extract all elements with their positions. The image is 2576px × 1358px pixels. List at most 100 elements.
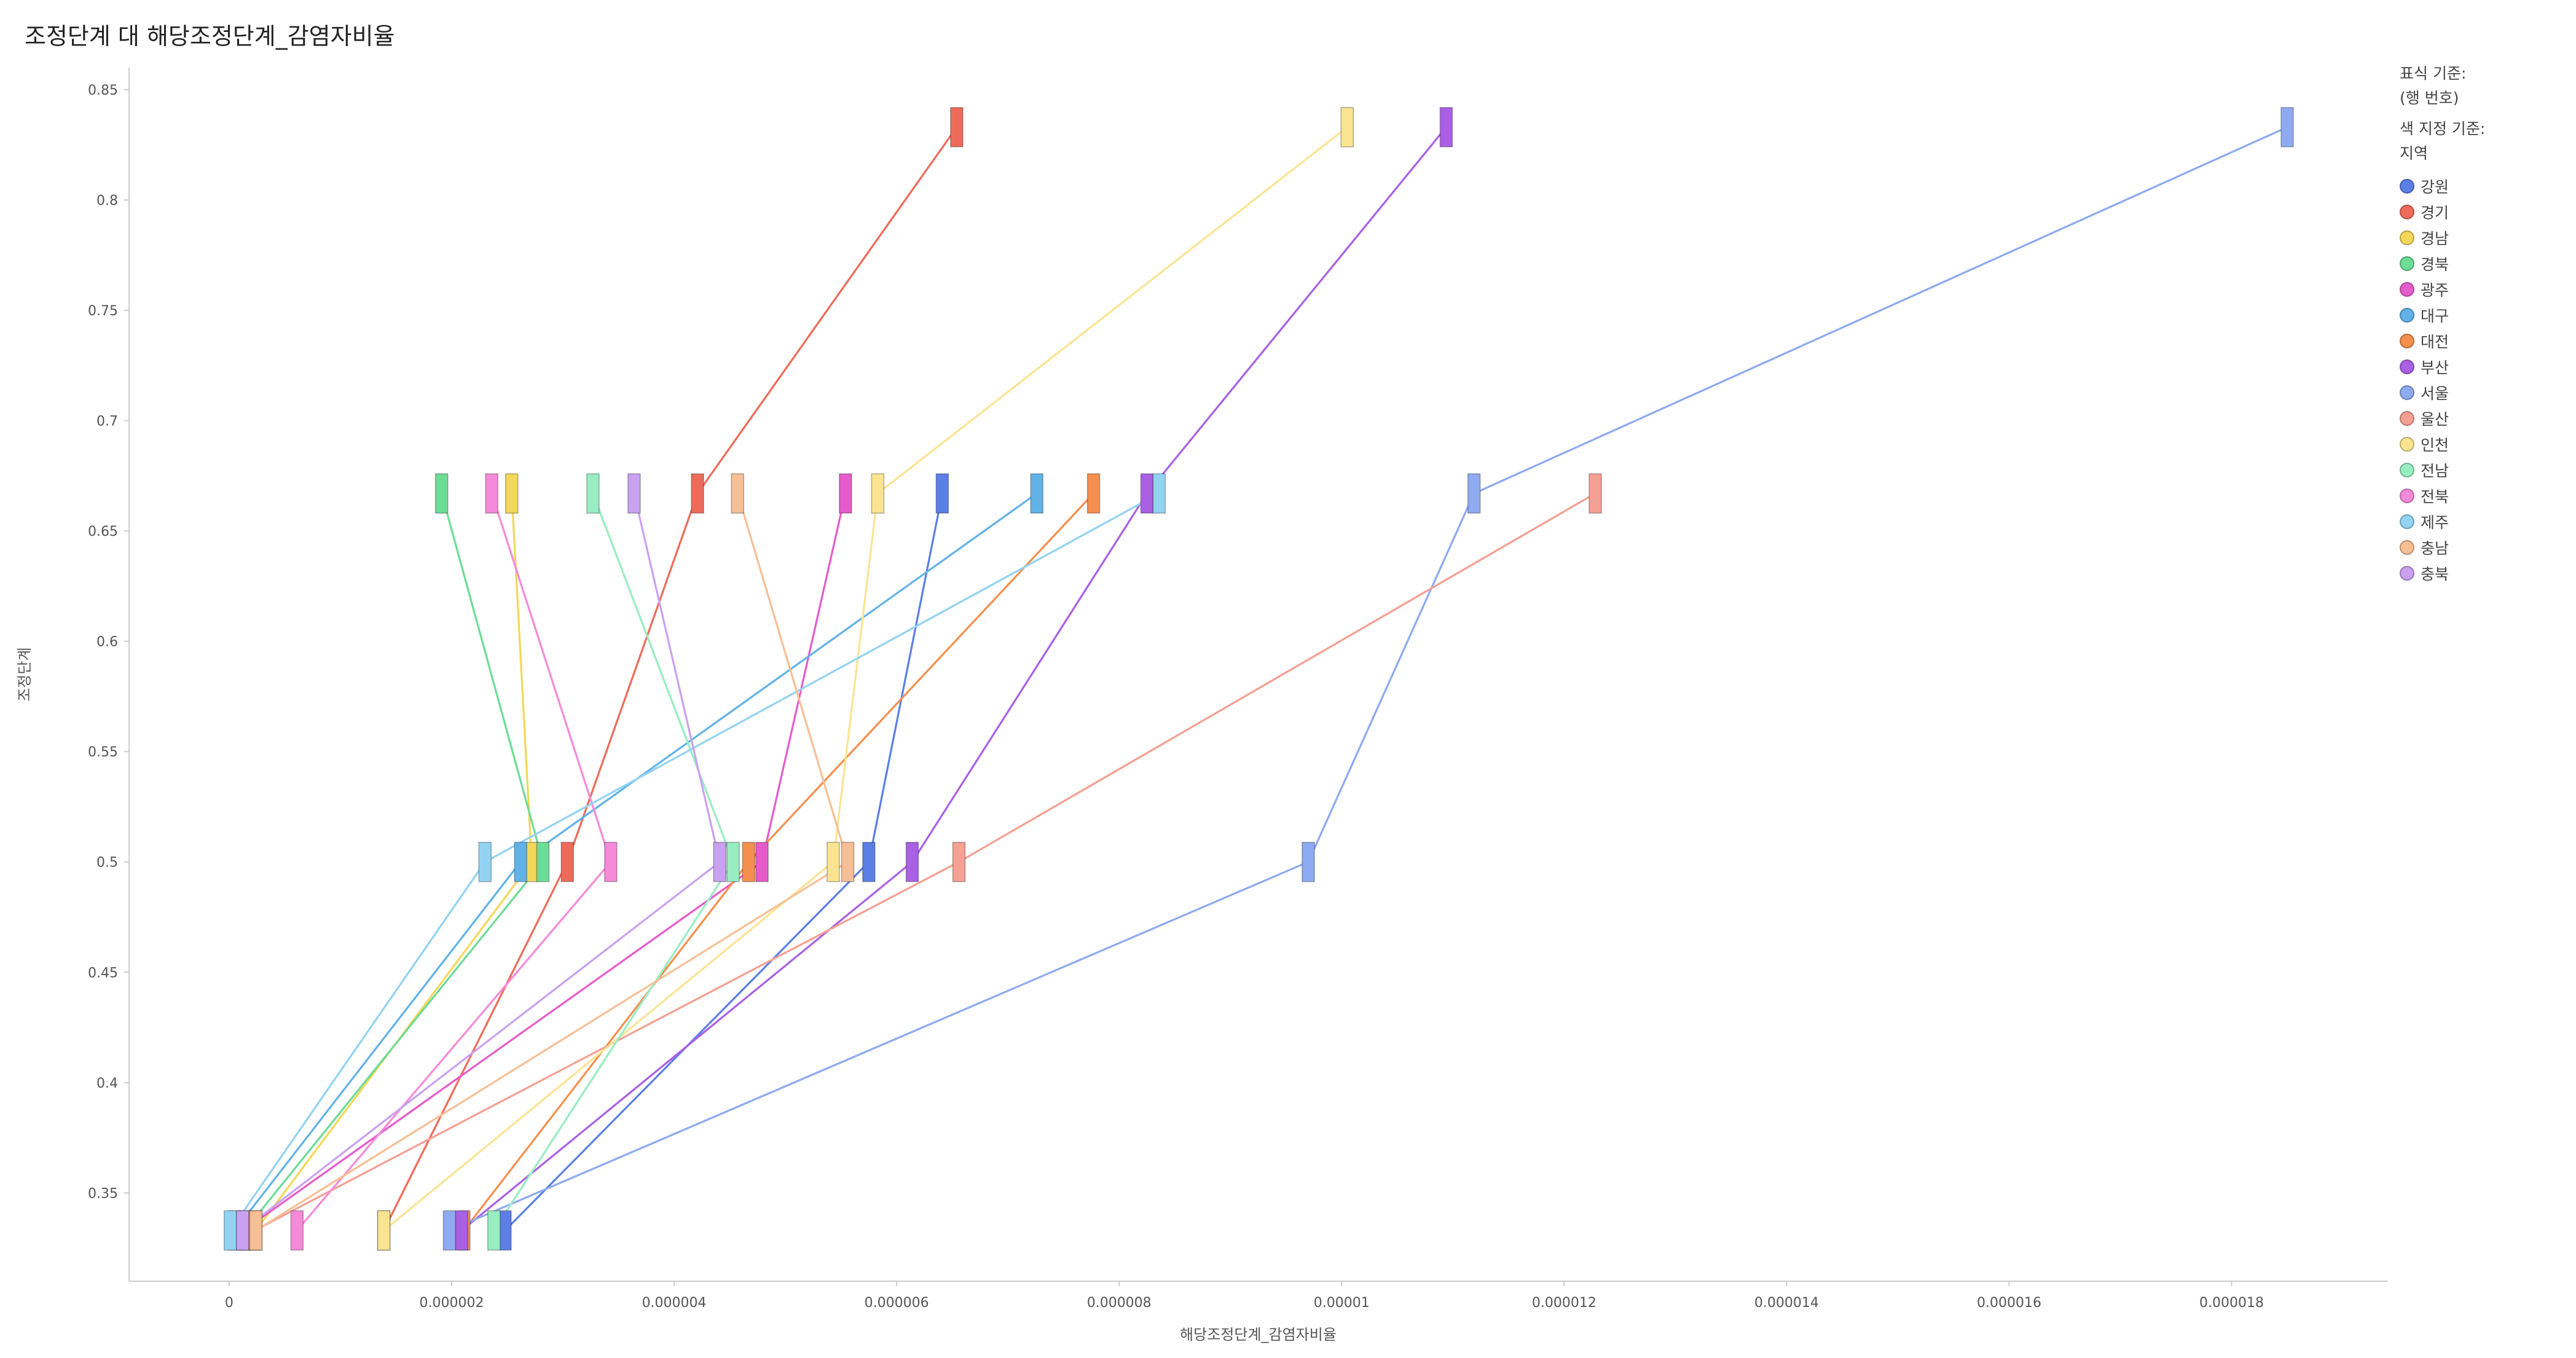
series-lines [229, 126, 2288, 1231]
data-point-제주[interactable] [1152, 473, 1166, 514]
legend-mark-by-value[interactable]: (행 번호) [2400, 89, 2459, 107]
data-point-부산[interactable] [1439, 107, 1453, 147]
data-point-서울[interactable] [1467, 473, 1481, 514]
data-point-대전[interactable] [742, 841, 756, 882]
data-point-강원[interactable] [935, 473, 949, 514]
legend-item-대구[interactable]: 대구 [2400, 302, 2566, 328]
data-point-전남[interactable] [586, 473, 600, 514]
series-line-부산 [461, 126, 1447, 1231]
data-point-인천[interactable] [1340, 107, 1354, 147]
y-tick-label: 0.7 [96, 414, 118, 430]
data-point-제주[interactable] [223, 1210, 237, 1251]
data-point-전남[interactable] [487, 1210, 501, 1251]
data-point-경기[interactable] [560, 841, 575, 882]
series-line-경기 [383, 127, 958, 1231]
data-point-울산[interactable] [1588, 473, 1602, 514]
data-point-충북[interactable] [235, 1210, 249, 1251]
legend-item-인천[interactable]: 인천 [2400, 431, 2566, 457]
legend-item-경북[interactable]: 경북 [2400, 251, 2566, 277]
series-line-경북 [244, 493, 544, 1231]
x-tick-label: 0.000016 [1977, 1295, 2041, 1311]
legend-label: 전북 [2421, 488, 2449, 506]
legend-label: 서울 [2421, 385, 2449, 402]
x-tick-label: 0.000014 [1754, 1295, 1819, 1311]
data-point-인천[interactable] [827, 841, 840, 882]
data-point-전북[interactable] [604, 841, 618, 882]
data-point-광주[interactable] [755, 841, 769, 882]
legend-item-서울[interactable]: 서울 [2400, 380, 2566, 406]
legend-item-경기[interactable]: 경기 [2400, 199, 2566, 225]
data-point-인천[interactable] [377, 1210, 391, 1251]
data-point-전남[interactable] [726, 841, 740, 882]
data-point-충북[interactable] [713, 841, 727, 882]
data-point-대구[interactable] [1030, 473, 1043, 514]
data-point-경기[interactable] [691, 473, 704, 514]
axes: 0 0.000002 0.000004 0.000006 0.000008 0.00001… [88, 68, 2387, 1311]
legend: 표식 기준: (행 번호) 색 지정 기준: 지역 강원 경기 경남 경북 광주 대구 대전… [2400, 61, 2566, 586]
data-point-인천[interactable] [871, 473, 885, 514]
legend-swatch [2400, 205, 2414, 219]
legend-item-제주[interactable]: 제주 [2400, 509, 2566, 535]
legend-label: 충남 [2421, 540, 2449, 557]
data-point-충남[interactable] [731, 473, 745, 514]
data-point-서울[interactable] [442, 1210, 457, 1251]
legend-item-경남[interactable]: 경남 [2400, 225, 2566, 251]
legend-label: 부산 [2421, 359, 2449, 377]
data-point-충북[interactable] [627, 473, 641, 514]
data-point-경북[interactable] [536, 841, 550, 882]
legend-item-충남[interactable]: 충남 [2400, 535, 2566, 560]
y-tick-label: 0.55 [88, 745, 118, 760]
data-point-전북[interactable] [290, 1210, 304, 1251]
data-point-서울[interactable] [2280, 107, 2294, 147]
x-tick-label: 0.00001 [1314, 1295, 1370, 1311]
legend-item-강원[interactable]: 강원 [2400, 173, 2566, 199]
legend-swatch [2400, 359, 2414, 374]
data-point-경남[interactable] [505, 473, 519, 514]
x-tick-label: 0.000004 [642, 1295, 707, 1311]
data-point-부산[interactable] [1140, 473, 1154, 514]
y-tick-label: 0.45 [88, 965, 118, 981]
legend-item-대전[interactable]: 대전 [2400, 328, 2566, 354]
legend-swatch [2400, 256, 2414, 271]
legend-item-광주[interactable]: 광주 [2400, 277, 2566, 302]
legend-color-by-value[interactable]: 지역 [2400, 144, 2429, 162]
legend-label: 제주 [2421, 514, 2449, 532]
data-point-경기[interactable] [950, 107, 964, 147]
legend-item-전북[interactable]: 전북 [2400, 483, 2566, 509]
data-point-제주[interactable] [478, 841, 492, 882]
data-point-강원[interactable] [498, 1210, 512, 1251]
legend-swatch [2400, 566, 2414, 581]
y-tick-label: 0.35 [88, 1186, 118, 1201]
legend-label: 경기 [2421, 204, 2449, 222]
data-point-부산[interactable] [905, 841, 919, 882]
data-point-대전[interactable] [1086, 473, 1101, 514]
data-point-경남[interactable] [525, 841, 539, 882]
data-point-울산[interactable] [952, 841, 966, 882]
data-point-충남[interactable] [841, 841, 855, 882]
data-point-광주[interactable] [839, 473, 852, 514]
y-tick-label: 0.4 [96, 1076, 118, 1091]
legend-item-전남[interactable]: 전남 [2400, 457, 2566, 483]
data-point-강원[interactable] [862, 841, 876, 882]
legend-label: 대전 [2421, 333, 2449, 351]
data-point-대구[interactable] [514, 841, 527, 882]
legend-swatch [2400, 437, 2414, 452]
y-tick-label: 0.6 [96, 635, 118, 650]
y-tick-label: 0.65 [88, 524, 118, 540]
legend-swatch [2400, 385, 2414, 400]
data-point-서울[interactable] [1302, 841, 1315, 882]
data-point-전북[interactable] [485, 473, 498, 514]
legend-color-by-label: 색 지정 기준: [2400, 120, 2486, 138]
data-point-충남[interactable] [249, 1210, 263, 1251]
legend-swatch [2400, 179, 2414, 194]
x-tick-label: 0.000002 [420, 1295, 484, 1311]
series-line-서울 [449, 126, 2288, 1231]
data-point-부산[interactable] [455, 1210, 469, 1251]
legend-item-부산[interactable]: 부산 [2400, 354, 2566, 380]
legend-item-울산[interactable]: 울산 [2400, 406, 2566, 431]
legend-item-충북[interactable]: 충북 [2400, 560, 2566, 586]
data-point-경북[interactable] [434, 473, 449, 514]
legend-label: 대구 [2421, 307, 2449, 325]
